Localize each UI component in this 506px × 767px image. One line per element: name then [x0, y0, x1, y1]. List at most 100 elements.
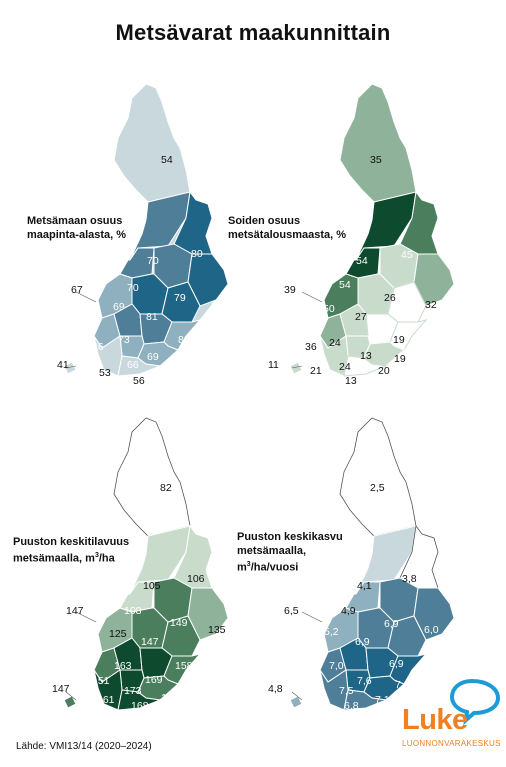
map-mire-share — [289, 83, 455, 377]
region-uusimaa — [117, 355, 162, 377]
region-ahvenanmaa — [63, 695, 77, 709]
value-label: 161 — [97, 694, 115, 706]
value-label: 67 — [71, 284, 83, 296]
value-label: 149 — [170, 617, 188, 629]
value-label: 106 — [187, 573, 205, 585]
value-label: 45 — [401, 249, 413, 261]
label-part: /ha — [98, 552, 115, 565]
value-label: 135 — [208, 624, 226, 636]
value-label: 13 — [345, 375, 357, 387]
value-label: 125 — [109, 628, 127, 640]
value-label: 163 — [114, 660, 132, 672]
value-label: 36 — [305, 341, 317, 353]
value-label: 27 — [355, 311, 367, 323]
value-label: 35 — [370, 154, 382, 166]
label-line: Metsämaan osuus — [27, 215, 123, 227]
region-uusimaa — [343, 689, 388, 711]
label-part: metsämaalla, m — [13, 552, 95, 565]
value-label: 7,6 — [357, 675, 372, 687]
value-label: 150 — [161, 692, 179, 704]
labels-mire-share: 35 54 45 54 50 26 32 27 19 36 24 13 19 2… — [268, 154, 437, 387]
label-forest-share: Metsämaan osuus maapinta-alasta, % — [27, 214, 126, 242]
labels-growth: 2,5 4,1 3,8 4,9 5,2 6,9 6,0 6,9 7,0 6,9 … — [268, 482, 439, 712]
labels-volume: 82 105 106 108 125 149 147 135 163 158 1… — [52, 482, 226, 712]
label-growth: Puuston keskikasvu metsämaalla, m3/ha/vu… — [237, 530, 343, 575]
region-kainuu — [399, 190, 439, 255]
value-label: 39 — [284, 284, 296, 296]
superscript: 3 — [246, 561, 251, 568]
value-label: 4,8 — [268, 683, 283, 695]
region-ahvenanmaa — [289, 361, 303, 375]
page-title: Metsävarat maakunnittain — [115, 20, 391, 45]
value-label: 54 — [356, 255, 368, 267]
region-lappi — [113, 417, 191, 537]
value-label: 19 — [394, 353, 406, 365]
value-label: 105 — [143, 580, 161, 592]
value-label: 147 — [66, 605, 84, 617]
label-line: metsätalousmaasta, % — [228, 229, 346, 241]
value-label: 148 — [180, 679, 198, 691]
value-label: 82 — [160, 482, 172, 494]
luke-logo-icon — [449, 678, 501, 725]
value-label: 69 — [113, 301, 125, 313]
region-kainuu — [173, 524, 213, 589]
logo-subtitle: LUONNONVARAKESKUS — [402, 739, 501, 748]
value-label: 54 — [161, 154, 173, 166]
label-line: Puuston keskikasvu — [237, 531, 343, 543]
value-label: 41 — [57, 359, 69, 371]
labels-forest-share: 54 70 80 70 69 79 83 81 83 66 73 69 77 6… — [57, 154, 223, 387]
value-label: 70 — [147, 255, 159, 267]
value-label: 53 — [99, 367, 111, 379]
value-label: 56 — [133, 375, 145, 387]
label-volume: Puuston keskitilavuus metsämaalla, m3/ha — [13, 535, 129, 566]
value-label: 24 — [339, 361, 351, 373]
label-line: metsämaalla, — [237, 545, 307, 557]
value-label: 7,5 — [339, 685, 354, 697]
value-label: 168 — [131, 700, 149, 712]
region-lappi — [113, 83, 191, 203]
value-label: 7,0 — [329, 660, 344, 672]
value-label: 4,9 — [341, 605, 356, 617]
region-lappi — [339, 83, 417, 203]
value-label: 24 — [329, 337, 341, 349]
label-line: metsämaalla, m3/ha — [13, 549, 129, 566]
value-label: 81 — [146, 311, 158, 323]
value-label: 151 — [92, 675, 110, 687]
value-label: 108 — [124, 605, 142, 617]
value-label: 7,1 — [375, 694, 390, 706]
value-label: 20 — [378, 365, 390, 377]
value-label: 169 — [145, 674, 163, 686]
region-kainuu — [173, 190, 213, 255]
region-lappi — [339, 417, 417, 537]
value-label: 6,8 — [344, 700, 359, 712]
region-uusimaa — [117, 689, 162, 711]
value-label: 2,5 — [370, 482, 385, 494]
map-volume — [63, 417, 229, 711]
value-label: 50 — [323, 303, 335, 315]
logo-wordmark: Luke — [402, 704, 468, 736]
value-label: 70 — [127, 282, 139, 294]
region-uusimaa — [343, 355, 388, 377]
value-label: 6,1 — [308, 675, 323, 687]
value-label: 32 — [425, 299, 437, 311]
value-label: 6,9 — [389, 658, 404, 670]
value-label: 158 — [175, 660, 193, 672]
source-note: Lähde: VMI13/14 (2020–2024) — [16, 741, 152, 752]
label-part: m — [237, 561, 247, 574]
value-label: 73 — [118, 334, 130, 346]
map-forest-share — [63, 83, 229, 377]
value-label: 21 — [310, 365, 322, 377]
value-label: 6,5 — [284, 605, 299, 617]
value-label: 7,0 — [395, 679, 410, 691]
value-label: 68 — [166, 365, 178, 377]
region-ahvenanmaa — [63, 361, 77, 375]
value-label: 79 — [174, 292, 186, 304]
value-label: 6,9 — [384, 618, 399, 630]
value-label: 19 — [393, 334, 405, 346]
value-label: 77 — [181, 353, 193, 365]
label-mire-share: Soiden osuus metsätalousmaasta, % — [228, 214, 346, 242]
label-line: maapinta-alasta, % — [27, 229, 127, 241]
label-line: Puuston keskitilavuus — [13, 536, 130, 548]
value-label: 11 — [268, 359, 279, 371]
